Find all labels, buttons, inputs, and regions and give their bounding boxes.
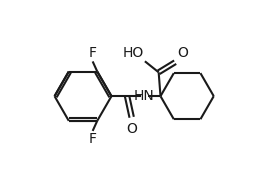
- Text: F: F: [89, 132, 97, 146]
- Text: O: O: [177, 46, 188, 60]
- Text: HN: HN: [134, 89, 154, 103]
- Text: F: F: [89, 46, 97, 60]
- Text: HO: HO: [123, 46, 144, 60]
- Text: O: O: [126, 122, 137, 136]
